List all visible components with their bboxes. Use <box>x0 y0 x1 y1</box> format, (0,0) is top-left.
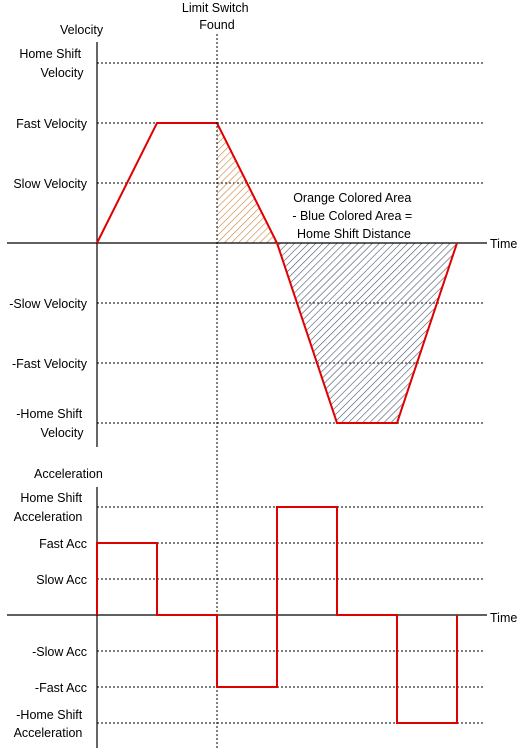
velocity-time-label: Time <box>490 237 517 251</box>
velocity-panel: Velocity Time Home Shift Velocity Fast V… <box>7 23 517 447</box>
acceleration-profile-trace <box>96 506 458 724</box>
neg-home-shift-velocity-label: -Home Shift Velocity <box>16 407 85 440</box>
acceleration-axis-title: Acceleration <box>34 467 103 481</box>
slow-acc-label: Slow Acc <box>36 573 87 587</box>
neg-home-shift-acc-label: -Home Shift Acceleration <box>14 708 86 740</box>
home-shift-acc-label: Home Shift Acceleration <box>14 491 86 524</box>
home-shift-velocity-label: Home Shift Velocity <box>19 47 84 80</box>
slow-velocity-label: Slow Velocity <box>13 177 87 191</box>
neg-fast-acc-label: -Fast Acc <box>35 681 87 695</box>
neg-slow-acc-label: -Slow Acc <box>32 645 87 659</box>
fast-velocity-label: Fast Velocity <box>16 117 88 131</box>
area-note: Orange Colored Area - Blue Colored Area … <box>292 191 415 241</box>
neg-fast-velocity-label: -Fast Velocity <box>12 357 88 371</box>
blue-colored-area <box>277 243 457 423</box>
acceleration-panel: Acceleration Time Home Shift Acceleratio… <box>7 467 517 748</box>
velocity-axis-title: Velocity <box>60 23 104 37</box>
limit-switch-label: Limit Switch Found <box>182 1 252 32</box>
acceleration-time-label: Time <box>490 611 517 625</box>
fast-acc-label: Fast Acc <box>39 537 87 551</box>
neg-slow-velocity-label: -Slow Velocity <box>9 297 88 311</box>
velocity-profile-trace <box>96 122 458 424</box>
